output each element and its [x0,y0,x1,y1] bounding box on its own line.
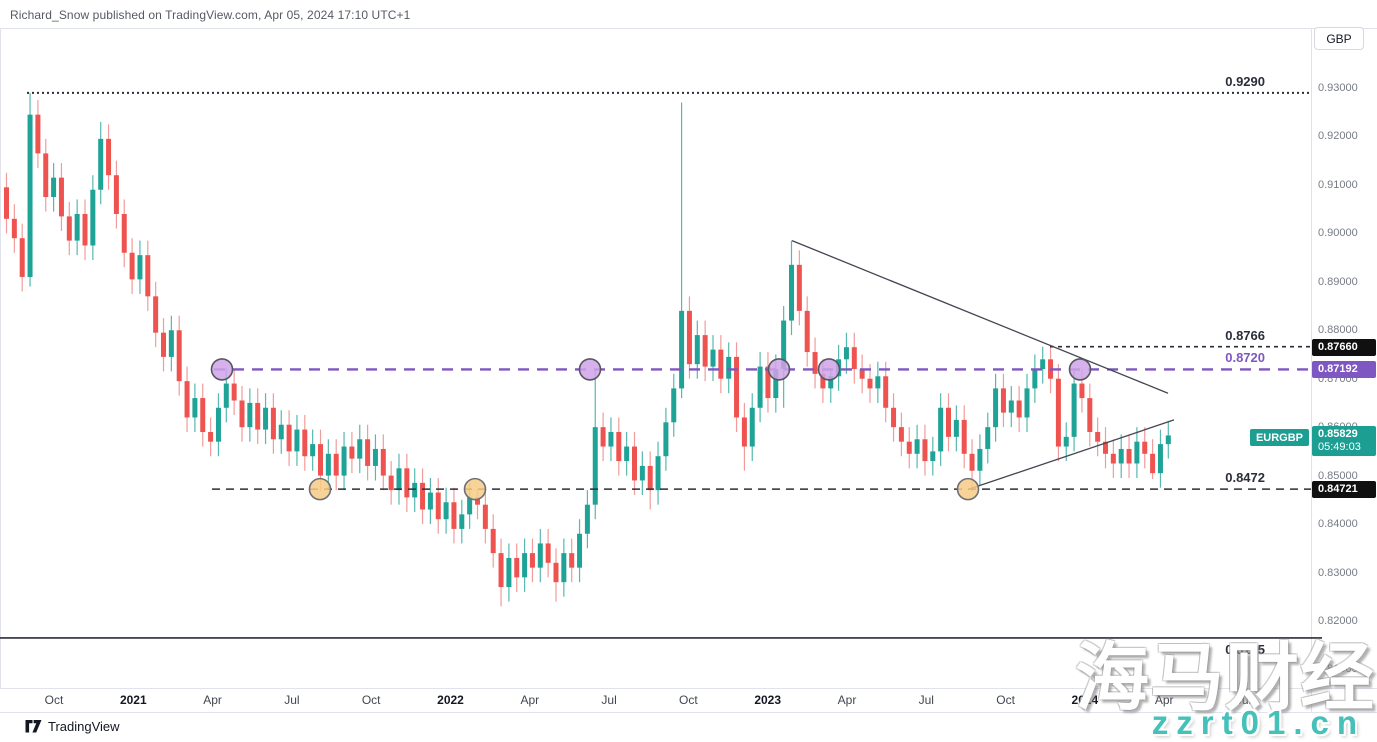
price-tick-0.84000: 0.84000 [1318,518,1358,531]
level-label-0.8720: 0.8720 [1225,350,1265,366]
level-price-badge: 0.84721 [1312,481,1376,499]
time-tick-Oct-8: Oct [679,693,698,707]
badge-price: 0.87192 [1318,363,1358,376]
price-tick-0.93000: 0.93000 [1318,82,1358,94]
time-tick-Apr-6: Apr [520,693,540,707]
price-tick-0.88000: 0.88000 [1318,324,1358,337]
price-tick-0.85000: 0.85000 [1318,469,1358,482]
level-label-0.8165: 0.8165 [1225,641,1265,657]
badge-price: 0.84721 [1318,483,1358,496]
tradingview-brand-label: TradingView [48,719,120,734]
time-tick-2022-5: 2022 [437,693,464,707]
level-label-0.8472: 0.8472 [1225,470,1265,486]
price-tick-0.89000: 0.89000 [1318,275,1358,288]
bar-countdown: 05:49:03 [1318,441,1361,454]
level-touch-markers [210,358,1092,501]
level-label-0.9290: 0.9290 [1225,73,1265,89]
time-tick-Jul-11: Jul [918,693,934,707]
level-price-badge: 0.87192 [1312,361,1376,379]
time-tick-Apr-2: Apr [203,693,222,707]
badge-price: 0.85829 [1318,428,1358,441]
symbol-label-badge: EURGBP [1249,429,1309,446]
time-tick-Oct-12: Oct [996,693,1015,707]
price-tick-0.92000: 0.92000 [1318,130,1358,143]
time-tick-2024-13: 2024 [1071,693,1099,707]
support-resistance-levels [0,91,1322,639]
price-tick-0.82000: 0.82000 [1318,614,1358,627]
price-tick-0.83000: 0.83000 [1318,566,1358,579]
tradingview-brand[interactable]: TradingView [25,719,120,734]
time-tick-Jul-15: Jul [1235,693,1252,707]
price-tick-0.91000: 0.91000 [1318,178,1358,191]
chart-frame [0,28,1377,713]
price-tick-0.81000: 0.81000 [1318,663,1358,676]
triangle-trendlines [791,240,1175,490]
time-tick-Apr-10: Apr [837,693,857,707]
time-tick-2023-9: 2023 [754,693,782,707]
candles [4,92,1171,607]
publish-attribution: Richard_Snow published on TradingView.co… [10,8,411,22]
badge-price: 0.87660 [1318,340,1358,353]
time-tick-Jul-7: Jul [601,693,617,707]
currency-button[interactable]: GBP [1314,27,1364,50]
watermark-chinese: 海马财经 [1075,636,1375,719]
level-label-0.8766: 0.8766 [1225,327,1265,343]
time-tick-2021-1: 2021 [119,693,147,707]
watermark-site-url: zzrt01.cn [1151,704,1365,741]
time-tick-Oct-0: Oct [44,693,64,707]
time-tick-Apr-14: Apr [1154,693,1174,707]
time-tick-Jul-3: Jul [284,693,300,707]
last-price-badge: 0.85829 05:49:03 [1312,426,1376,457]
level-price-badge: 0.87660 [1312,338,1376,356]
time-tick-Oct-4: Oct [361,693,381,707]
tradingview-logo-icon [25,720,42,733]
price-tick-0.90000: 0.90000 [1318,227,1358,240]
